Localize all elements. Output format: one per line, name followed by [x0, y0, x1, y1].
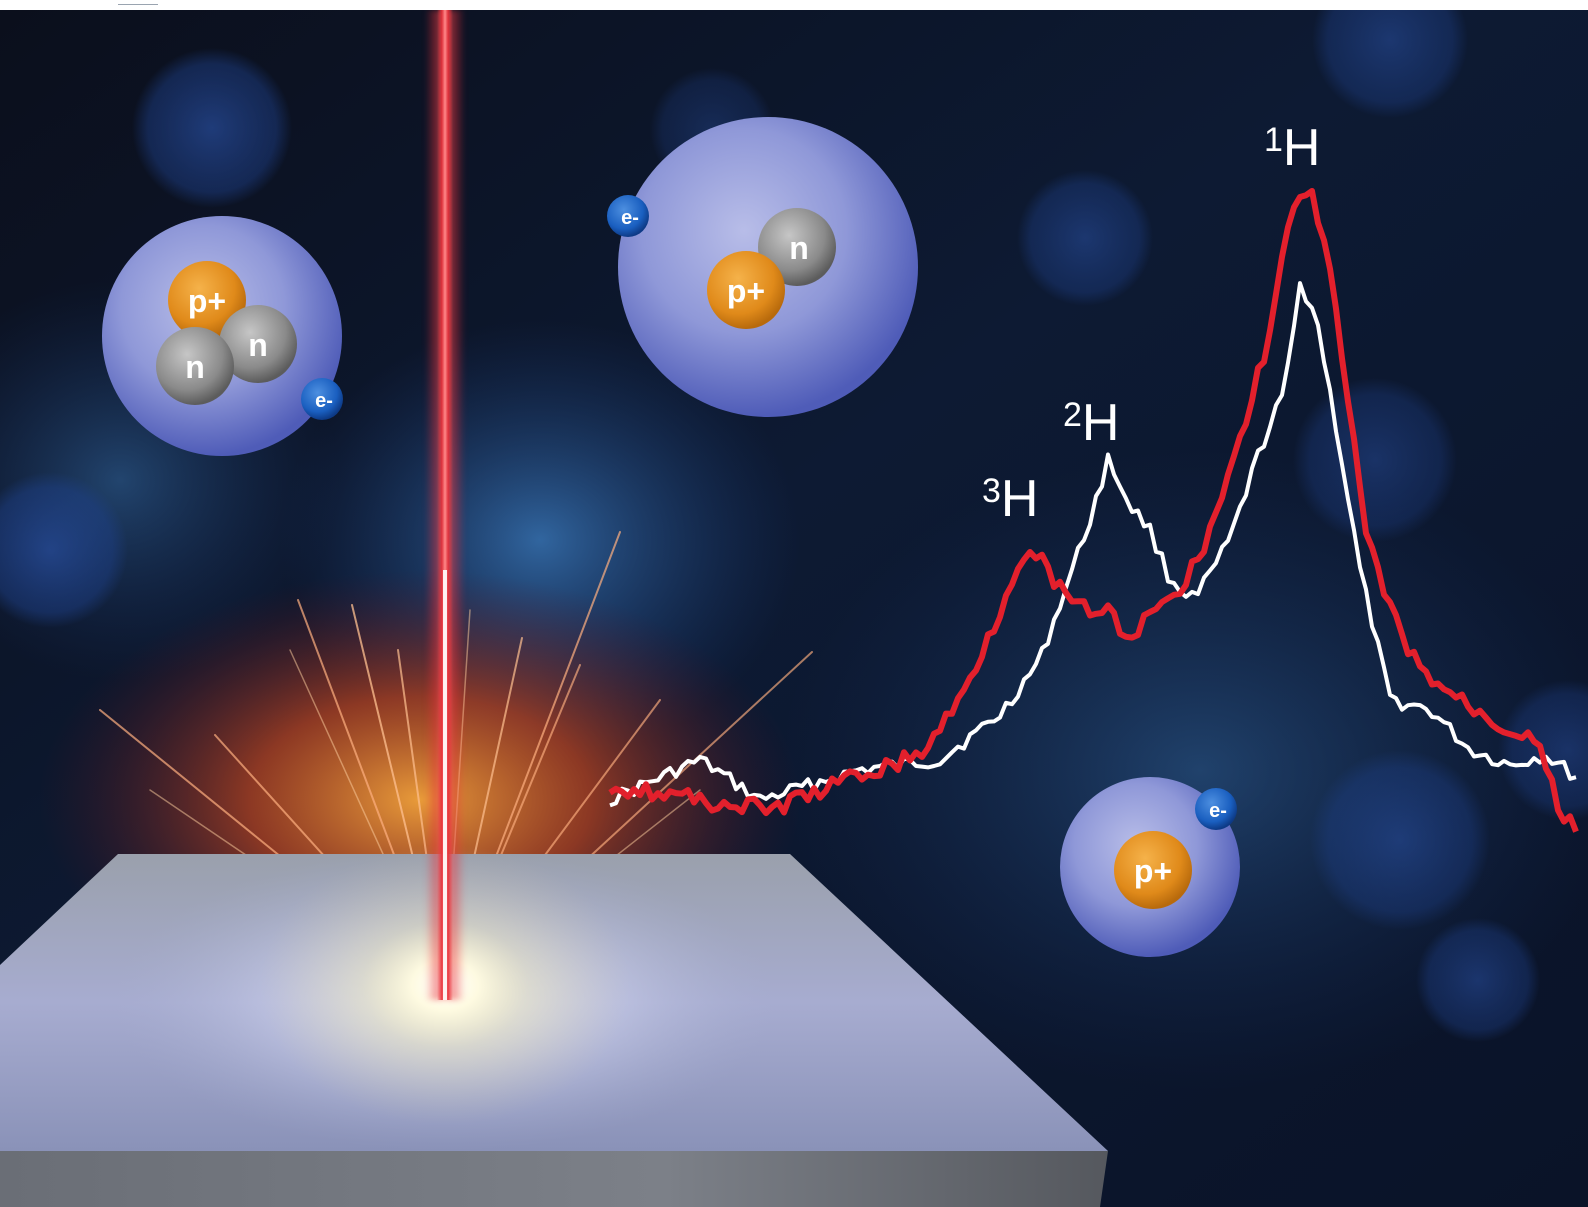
bokeh-circle [1017, 170, 1153, 306]
bokeh-circle [1416, 918, 1540, 1042]
proton-sphere [168, 261, 246, 339]
label-h1-symbol: H [1283, 119, 1321, 177]
bokeh-circle [1310, 750, 1490, 930]
electron: e- [1195, 788, 1237, 830]
neutron-sphere [156, 327, 234, 405]
bokeh-circle [1312, 10, 1468, 118]
bokeh-circle [0, 472, 128, 628]
electron: e- [607, 195, 649, 237]
proton: p+ [1114, 831, 1192, 909]
label-h2-symbol: H [1082, 394, 1120, 452]
target-plate-side [0, 1151, 1108, 1207]
neutron-label: n [248, 327, 268, 363]
neutron: n [156, 327, 234, 405]
proton: p+ [168, 261, 246, 339]
neutron-label: n [185, 349, 205, 385]
illustration-scene: 3H 2H 1H p+ n n e- n [0, 10, 1588, 1207]
red-spectrum-line [608, 188, 1579, 833]
electron-label: e- [1209, 800, 1227, 822]
neutron-label: n [789, 230, 809, 266]
deuterium-atom: n p+ e- [607, 117, 918, 417]
label-h3: 3H [982, 470, 1038, 528]
laser-beam-core [443, 570, 447, 1000]
tritium-atom: p+ n n e- [102, 216, 343, 456]
laser-beam [437, 10, 453, 1000]
top-margin-mark [118, 0, 158, 5]
proton-label: p+ [727, 273, 765, 309]
proton-sphere [707, 251, 785, 329]
bokeh-circle [1293, 378, 1457, 542]
blue-haze-right [780, 450, 1588, 1090]
electron-sphere [1195, 788, 1237, 830]
electron-sphere [607, 195, 649, 237]
white-spectrum-line [609, 281, 1577, 808]
label-h3-symbol: H [1001, 470, 1039, 528]
proton-label: p+ [188, 283, 226, 319]
spectra [608, 188, 1579, 833]
electron-sphere [301, 378, 343, 420]
neutron: n [758, 208, 836, 286]
label-h2-mass: 2 [1063, 396, 1082, 434]
label-h1: 1H [1264, 119, 1320, 177]
neutron: n [219, 305, 297, 383]
bokeh-circle [132, 48, 292, 208]
proton-label: p+ [1134, 853, 1172, 889]
top-margin-strip [0, 0, 1588, 10]
electron-label: e- [315, 390, 333, 412]
neutron-sphere [758, 208, 836, 286]
label-h3-mass: 3 [982, 472, 1001, 510]
proton-sphere [1114, 831, 1192, 909]
electron-label: e- [621, 207, 639, 229]
electron: e- [301, 378, 343, 420]
protium-atom: p+ e- [1060, 777, 1240, 957]
label-h1-mass: 1 [1264, 121, 1283, 159]
label-h2: 2H [1063, 394, 1119, 452]
scene-svg: 3H 2H 1H p+ n n e- n [0, 10, 1588, 1207]
proton: p+ [707, 251, 785, 329]
neutron-sphere [219, 305, 297, 383]
